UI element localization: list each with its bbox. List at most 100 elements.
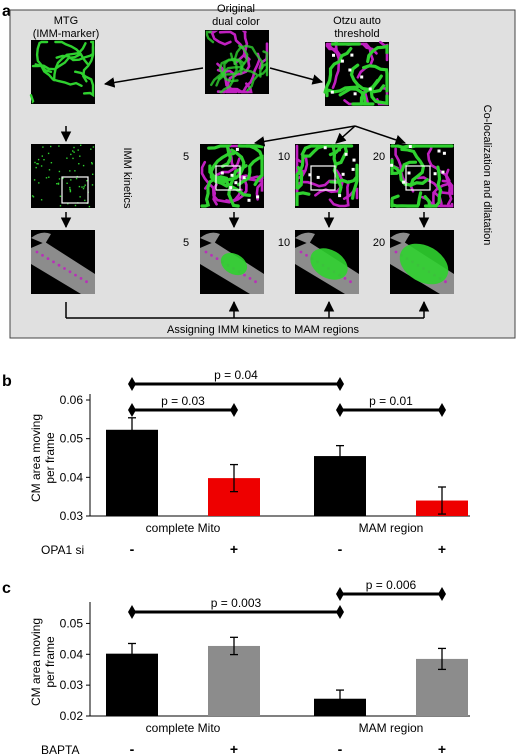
- colocalization-pixel: [402, 180, 406, 184]
- panel-a-arrows: [60, 67, 430, 319]
- er-structure: [327, 43, 341, 89]
- step-label-5-zoom: 5: [183, 237, 189, 249]
- mam-dot: [215, 257, 219, 260]
- otzu-label-line1: Otzu auto: [333, 15, 381, 27]
- mam-dot: [243, 273, 246, 277]
- group-label: MAM region: [359, 721, 424, 735]
- kinetics-speck: [86, 180, 88, 182]
- er-structure: [441, 179, 454, 194]
- kinetics-speck: [32, 196, 35, 198]
- kinetics-speck: [50, 145, 52, 148]
- mam-dot: [35, 250, 39, 254]
- cell-region-corner: [31, 232, 51, 244]
- mitochondria-structure: [227, 164, 248, 208]
- imm-kinetics-label: IMM kinetics: [121, 147, 133, 209]
- mitochondria-structure: [246, 50, 269, 92]
- kinetics-speck: [70, 153, 72, 156]
- colocalization-pixel: [242, 176, 246, 180]
- mitochondria-structure: [52, 42, 87, 82]
- kinetics-speck: [90, 148, 92, 150]
- coloc-image-20: [390, 144, 454, 208]
- mam-dot: [79, 277, 83, 280]
- comparison-diamond: [438, 403, 446, 417]
- er-structure: [208, 30, 232, 46]
- kinetics-speck: [48, 176, 50, 178]
- panel-a: a MTG (IMM-marker) Original dual color O…: [2, 3, 516, 339]
- kinetics-speck: [82, 164, 85, 167]
- comparison-diamond: [336, 377, 344, 391]
- group-label: MAM region: [359, 521, 424, 535]
- kinetics-speck: [82, 187, 85, 190]
- kinetics-speck: [57, 182, 60, 184]
- colocalization-pixel: [351, 167, 355, 171]
- comparison-diamond: [336, 587, 344, 601]
- colocalization-pixel: [390, 163, 394, 167]
- zoom-image-kinetics: [31, 230, 95, 294]
- y-axis-label-line1: CM area moving: [29, 618, 43, 706]
- mam-dot: [254, 280, 257, 284]
- bar-1: [106, 429, 158, 516]
- kinetics-roi-box: [61, 176, 89, 204]
- kinetics-speck: [73, 146, 75, 149]
- er-structure: [314, 169, 345, 197]
- kinetics-speck: [58, 145, 60, 147]
- kinetics-speck: [50, 162, 53, 164]
- colocalization-pixel: [344, 152, 348, 156]
- kinetics-speck: [88, 205, 91, 208]
- colocalization-pixel: [323, 146, 327, 150]
- y-tick-label: 0.04: [60, 470, 84, 484]
- kinetics-speck: [59, 195, 62, 197]
- kinetics-speck: [72, 157, 74, 160]
- mam-dot: [63, 267, 66, 270]
- mitochondria-structure: [54, 40, 89, 65]
- step-label-20-zoom: 20: [373, 237, 385, 249]
- colocalization-pixel: [340, 59, 344, 63]
- mitochondria-structure: [207, 144, 233, 168]
- roi-box: [310, 165, 336, 191]
- colocalization-pixel: [220, 171, 224, 175]
- kinetics-speck: [35, 166, 37, 169]
- condition-mark: -: [130, 541, 135, 557]
- kinetics-speck: [91, 163, 93, 165]
- cell-region-corner: [390, 232, 410, 244]
- kinetics-speck: [74, 204, 77, 207]
- kinetics-speck: [92, 146, 95, 148]
- mitochondria-structure: [208, 164, 252, 197]
- y-axis-label-line1: CM area moving: [29, 414, 43, 502]
- kinetics-speck: [75, 177, 78, 180]
- mitochondria-structure: [423, 165, 443, 208]
- image-background: [31, 144, 95, 208]
- mitochondria-structure: [295, 144, 325, 182]
- kinetics-speck: [41, 155, 43, 157]
- condition-label: OPA1 si: [41, 543, 84, 557]
- imm-kinetics-image: [31, 144, 95, 208]
- step-label-10: 10: [278, 151, 290, 163]
- kinetics-speck: [45, 177, 48, 179]
- otzu-label-line2: threshold: [334, 28, 379, 40]
- comparison-diamond: [336, 605, 344, 619]
- zoom-image-20: [390, 230, 454, 294]
- y-tick-label: 0.05: [60, 432, 84, 446]
- mam-dot: [52, 260, 55, 264]
- kinetics-speck: [40, 199, 43, 201]
- mitochondria-structure: [362, 64, 389, 93]
- kinetics-speck: [37, 158, 40, 161]
- mam-dot: [41, 253, 44, 257]
- mitochondria-structure: [233, 44, 264, 70]
- y-axis-label-line2: per frame: [43, 432, 57, 484]
- comparison-diamond: [438, 587, 446, 601]
- mam-dot: [299, 250, 303, 254]
- mam-dot: [343, 277, 347, 280]
- y-tick-label: 0.05: [60, 616, 84, 630]
- kinetics-speck: [69, 186, 71, 189]
- mam-dot: [68, 270, 72, 274]
- condition-mark: +: [230, 741, 238, 756]
- mtg-image: [29, 40, 95, 104]
- otzu-threshold-image: [323, 40, 389, 106]
- p-value-label: p = 0.003: [211, 596, 262, 610]
- kinetics-speck: [79, 155, 81, 157]
- group-label: complete Mito: [146, 521, 221, 535]
- y-tick-label: 0.03: [60, 509, 84, 523]
- zoom-image-5: [200, 230, 264, 294]
